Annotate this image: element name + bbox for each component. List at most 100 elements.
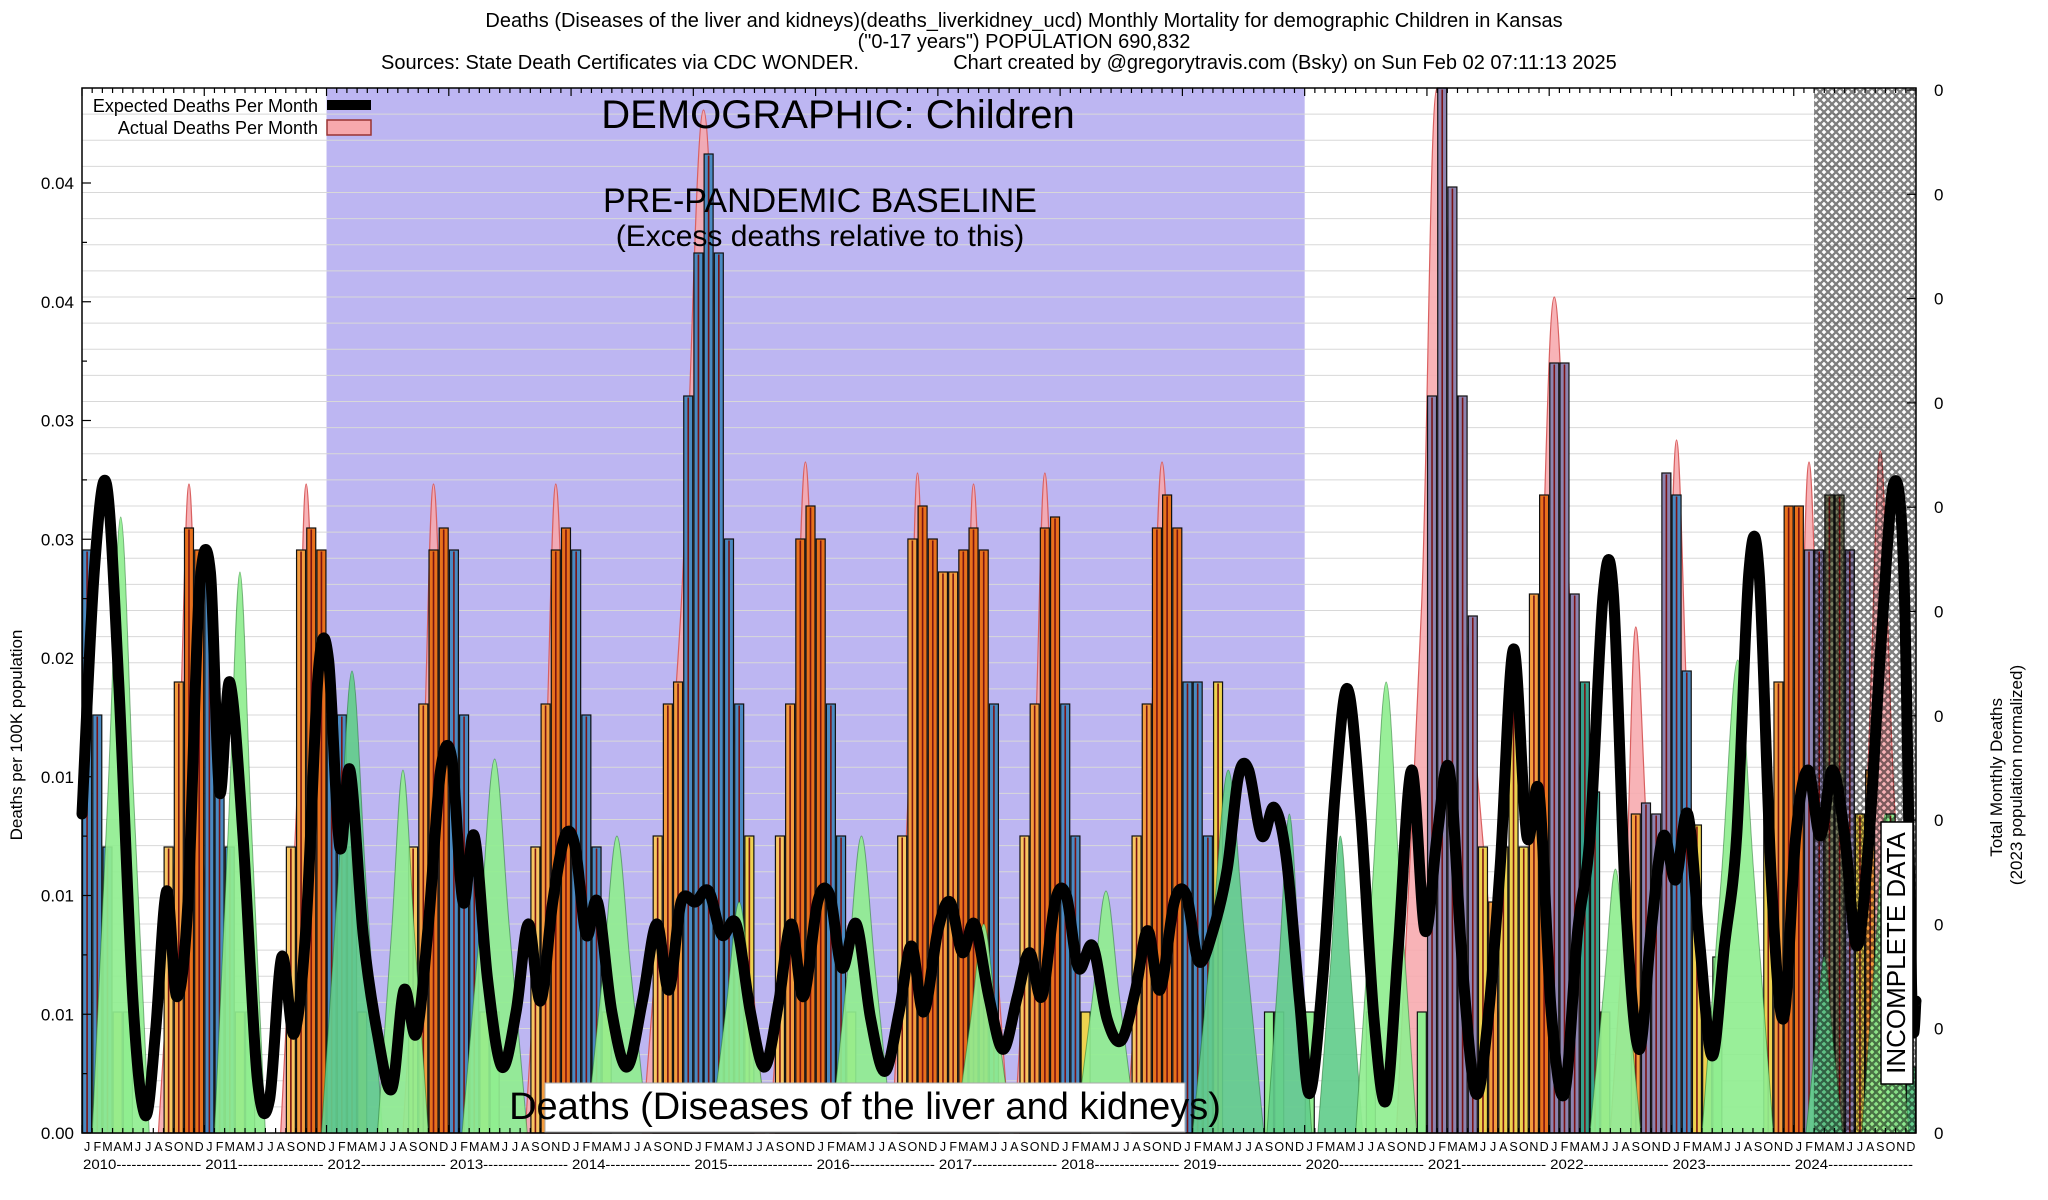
month-letter: M	[1834, 1140, 1844, 1154]
year-label: 2013-----------------	[450, 1157, 568, 1172]
month-letter: J	[869, 1140, 875, 1154]
month-letter: S	[1265, 1140, 1273, 1154]
month-letter: M	[591, 1140, 601, 1154]
month-letter: M	[1814, 1140, 1824, 1154]
month-letter: F	[1683, 1140, 1691, 1154]
month-letter: J	[1724, 1140, 1730, 1154]
month-letter: J	[1612, 1140, 1618, 1154]
month-letter: M	[1712, 1140, 1722, 1154]
y-tick-label: 0.04	[41, 174, 74, 193]
month-letter: S	[1754, 1140, 1762, 1154]
year-label: 2021-----------------	[1428, 1157, 1546, 1172]
month-letter: A	[643, 1140, 652, 1154]
month-letter: A	[277, 1140, 286, 1154]
month-letter: J	[257, 1140, 263, 1154]
month-letter: A	[1255, 1140, 1264, 1154]
y2-tick-label: 0	[1934, 1020, 1943, 1039]
y-tick-label: 0.01	[41, 1005, 74, 1024]
month-letter: A	[521, 1140, 530, 1154]
y2-axis-label: Total Monthly Deaths (2023 population no…	[1987, 665, 2026, 885]
month-letter: M	[123, 1140, 133, 1154]
chart-title-line1: Deaths (Diseases of the liver and kidney…	[485, 10, 1562, 32]
bar	[1416, 1011, 1427, 1134]
y2-tick-label: 0	[1934, 290, 1943, 309]
month-letter: N	[551, 1140, 560, 1154]
green-mound	[1317, 835, 1364, 1134]
month-letter: M	[225, 1140, 235, 1154]
month-letter: A	[725, 1140, 734, 1154]
month-letter: J	[991, 1140, 997, 1154]
month-letter: F	[949, 1140, 957, 1154]
chart-sources: Sources: State Death Certificates via CD…	[381, 52, 859, 74]
month-letter: O	[174, 1140, 184, 1154]
axis-ticks	[81, 88, 1917, 1134]
month-letter: J	[451, 1140, 457, 1154]
month-letter: D	[1295, 1140, 1304, 1154]
month-letter: A	[1866, 1140, 1875, 1154]
y-tick-label: 0.00	[41, 1124, 74, 1143]
month-letter: O	[1397, 1140, 1407, 1154]
legend-expected-label: Expected Deaths Per Month	[93, 96, 318, 116]
y-tick-label: 0.01	[41, 768, 74, 787]
month-letter: J	[695, 1140, 701, 1154]
month-letter: A	[358, 1140, 367, 1154]
legend: Expected Deaths Per Month Actual Deaths …	[93, 96, 372, 138]
month-letter: M	[347, 1140, 357, 1154]
y-tick-label: 0.03	[41, 412, 74, 431]
year-label: 2019-----------------	[1183, 1157, 1301, 1172]
y2-tick-label: 0	[1934, 707, 1943, 726]
month-letter: D	[561, 1140, 570, 1154]
month-letter: M	[1203, 1140, 1213, 1154]
month-letter: N	[184, 1140, 193, 1154]
month-letter: D	[1784, 1140, 1793, 1154]
month-letter: M	[1080, 1140, 1090, 1154]
month-letter: A	[847, 1140, 856, 1154]
month-letter: J	[1358, 1140, 1364, 1154]
month-letter: N	[307, 1140, 316, 1154]
month-letter: D	[1540, 1140, 1549, 1154]
month-letter: A	[113, 1140, 122, 1154]
chart-created-by: Chart created by @gregorytravis.com (Bsk…	[953, 52, 1617, 74]
month-letter: J	[1307, 1140, 1313, 1154]
month-letter: J	[1796, 1140, 1802, 1154]
month-letter: A	[480, 1140, 489, 1154]
month-letter: N	[918, 1140, 927, 1154]
month-letter: M	[1101, 1140, 1111, 1154]
month-letter: D	[439, 1140, 448, 1154]
legend-actual-label: Actual Deaths Per Month	[118, 118, 318, 138]
y2-tick-label: 0	[1934, 498, 1943, 517]
month-letter: A	[1092, 1140, 1101, 1154]
green-mound	[1192, 769, 1265, 1134]
month-letter: S	[531, 1140, 539, 1154]
month-letter: J	[634, 1140, 640, 1154]
month-letter: N	[1163, 1140, 1172, 1154]
y-axis-label: Deaths per 100K population	[7, 630, 26, 841]
month-letter: J	[1184, 1140, 1190, 1154]
bottom-series-label: Deaths (Diseases of the liver and kidney…	[509, 1082, 1221, 1133]
chart-title-line2: ("0-17 years") POPULATION 690,832	[858, 31, 1191, 53]
month-letter: O	[1641, 1140, 1651, 1154]
month-letter: S	[898, 1140, 906, 1154]
month-letter: N	[1652, 1140, 1661, 1154]
month-letter: O	[663, 1140, 673, 1154]
month-letter: M	[1569, 1140, 1579, 1154]
month-letter: N	[429, 1140, 438, 1154]
year-label: 2020-----------------	[1306, 1157, 1424, 1172]
month-letter: M	[1447, 1140, 1457, 1154]
month-letter: O	[1274, 1140, 1284, 1154]
month-letter: M	[836, 1140, 846, 1154]
incomplete-data-label-text: INCOMPLETE DATA	[1881, 831, 1911, 1073]
month-letter: D	[1173, 1140, 1182, 1154]
month-letter: M	[734, 1140, 744, 1154]
month-letter: A	[603, 1140, 612, 1154]
y-tick-label: 0.01	[41, 887, 74, 906]
month-letter: J	[267, 1140, 273, 1154]
month-letter: N	[1529, 1140, 1538, 1154]
annotation-baseline-line1: PRE-PANDEMIC BASELINE	[603, 182, 1037, 220]
month-letter: S	[1509, 1140, 1517, 1154]
month-letter: A	[1621, 1140, 1630, 1154]
month-letter: F	[338, 1140, 346, 1154]
month-letter: J	[1735, 1140, 1741, 1154]
annotation-baseline-line2: (Excess deaths relative to this)	[616, 220, 1025, 253]
